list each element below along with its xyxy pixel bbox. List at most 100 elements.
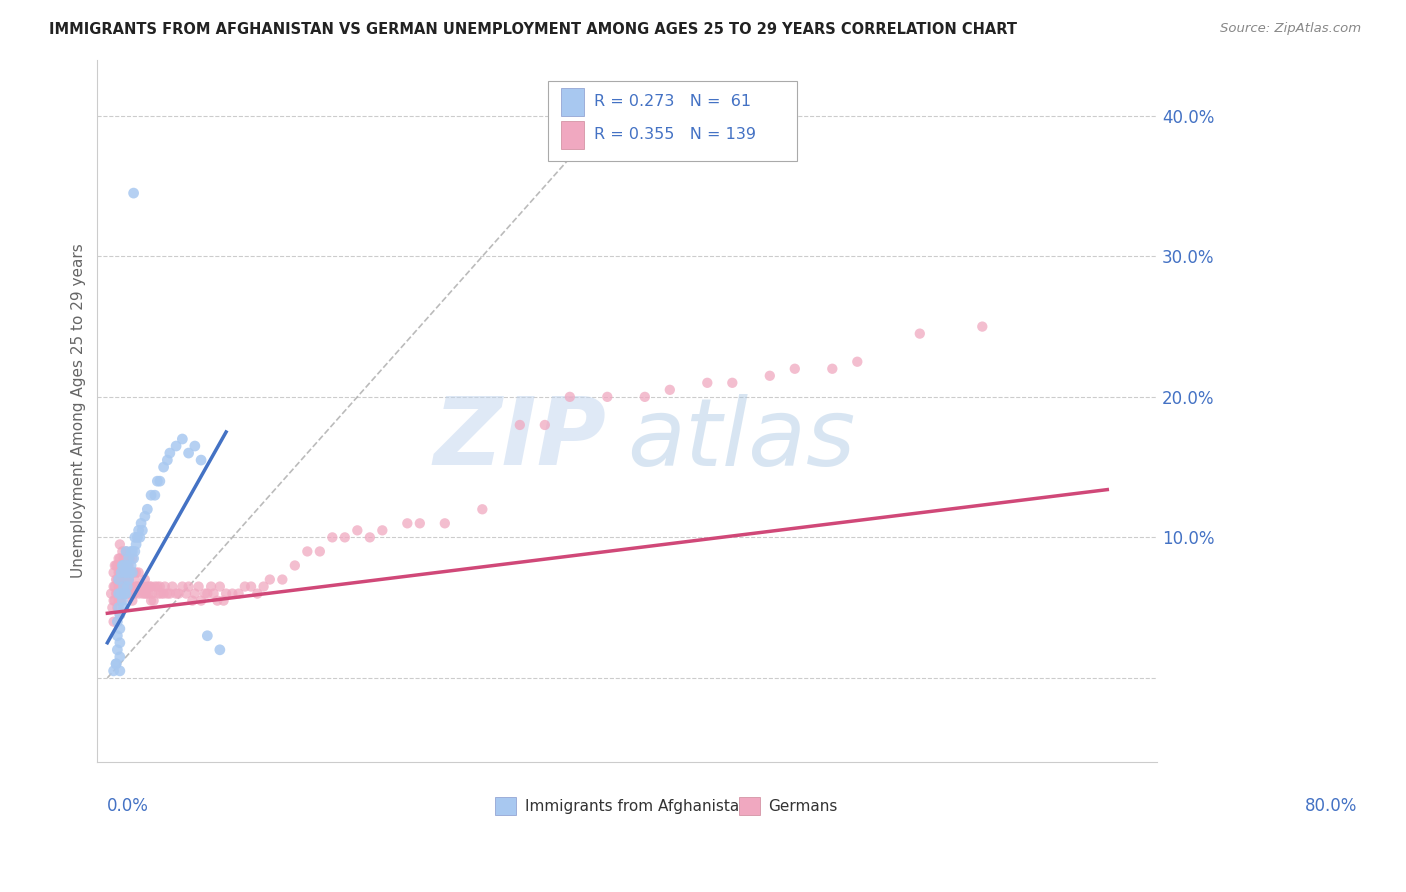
Point [108, 593, 131, 607]
Point [100, 586, 122, 600]
Point [112, 580, 135, 594]
Point [846, 355, 869, 369]
Point [115, 544, 138, 558]
Point [128, 524, 150, 538]
Point [149, 580, 172, 594]
Point [177, 446, 200, 460]
Point [208, 580, 231, 594]
Point [108, 537, 131, 551]
Point [110, 586, 132, 600]
Point [190, 593, 212, 607]
Point [759, 368, 782, 383]
Text: Immigrants from Afghanistan: Immigrants from Afghanistan [524, 798, 748, 814]
Point [284, 558, 307, 573]
Point [111, 544, 134, 558]
Point [121, 551, 143, 566]
Point [207, 593, 229, 607]
Point [134, 509, 156, 524]
Point [908, 326, 931, 341]
Point [105, 629, 128, 643]
Point [634, 390, 657, 404]
Point [122, 186, 145, 200]
Point [105, 615, 128, 629]
Point [783, 361, 806, 376]
Point [107, 566, 129, 580]
Point [187, 580, 209, 594]
Point [105, 558, 128, 573]
Point [308, 544, 330, 558]
Point [105, 586, 128, 600]
Point [108, 649, 131, 664]
Point [159, 586, 181, 600]
Point [271, 573, 294, 587]
Text: Germans: Germans [768, 798, 838, 814]
Point [125, 537, 148, 551]
Point [121, 566, 143, 580]
Point [146, 474, 169, 488]
Point [184, 439, 207, 453]
Point [146, 580, 169, 594]
Point [112, 551, 135, 566]
Point [184, 586, 207, 600]
Point [103, 580, 125, 594]
Point [122, 586, 145, 600]
Point [165, 439, 187, 453]
Point [152, 586, 174, 600]
Point [128, 566, 150, 580]
Point [533, 417, 555, 432]
Point [111, 573, 134, 587]
Point [129, 580, 152, 594]
Point [396, 516, 419, 531]
Y-axis label: Unemployment Among Ages 25 to 29 years: Unemployment Among Ages 25 to 29 years [72, 244, 86, 578]
Point [162, 580, 184, 594]
Point [103, 615, 125, 629]
Point [165, 586, 187, 600]
Point [596, 390, 619, 404]
Point [107, 600, 129, 615]
Point [111, 558, 134, 573]
Point [124, 586, 146, 600]
Point [105, 657, 128, 671]
Point [128, 586, 150, 600]
Point [138, 586, 160, 600]
Point [121, 580, 143, 594]
Text: atlas: atlas [627, 393, 856, 484]
Text: R = 0.273   N =  61: R = 0.273 N = 61 [595, 95, 752, 109]
Point [172, 580, 194, 594]
Point [104, 558, 127, 573]
Point [108, 622, 131, 636]
Point [131, 524, 153, 538]
Point [122, 551, 145, 566]
Bar [561, 87, 583, 116]
Point [121, 566, 143, 580]
Point [509, 417, 531, 432]
Point [103, 664, 125, 678]
Point [181, 593, 204, 607]
Point [658, 383, 681, 397]
Point [127, 530, 149, 544]
Point [195, 629, 218, 643]
Point [103, 566, 125, 580]
Point [134, 573, 156, 587]
Point [433, 516, 456, 531]
Point [240, 580, 263, 594]
Point [107, 573, 129, 587]
Text: 80.0%: 80.0% [1305, 797, 1357, 815]
Text: 0.0%: 0.0% [107, 797, 149, 815]
Point [149, 474, 172, 488]
Point [115, 586, 138, 600]
Point [200, 580, 222, 594]
Point [107, 593, 129, 607]
Text: IMMIGRANTS FROM AFGHANISTAN VS GERMAN UNEMPLOYMENT AMONG AGES 25 TO 29 YEARS COR: IMMIGRANTS FROM AFGHANISTAN VS GERMAN UN… [49, 22, 1017, 37]
Point [108, 551, 131, 566]
Point [148, 586, 170, 600]
Text: Source: ZipAtlas.com: Source: ZipAtlas.com [1220, 22, 1361, 36]
Point [156, 453, 179, 467]
Point [721, 376, 744, 390]
Point [107, 551, 129, 566]
Point [333, 530, 356, 544]
Point [114, 586, 136, 600]
Point [153, 580, 176, 594]
Point [110, 593, 132, 607]
Point [125, 566, 148, 580]
